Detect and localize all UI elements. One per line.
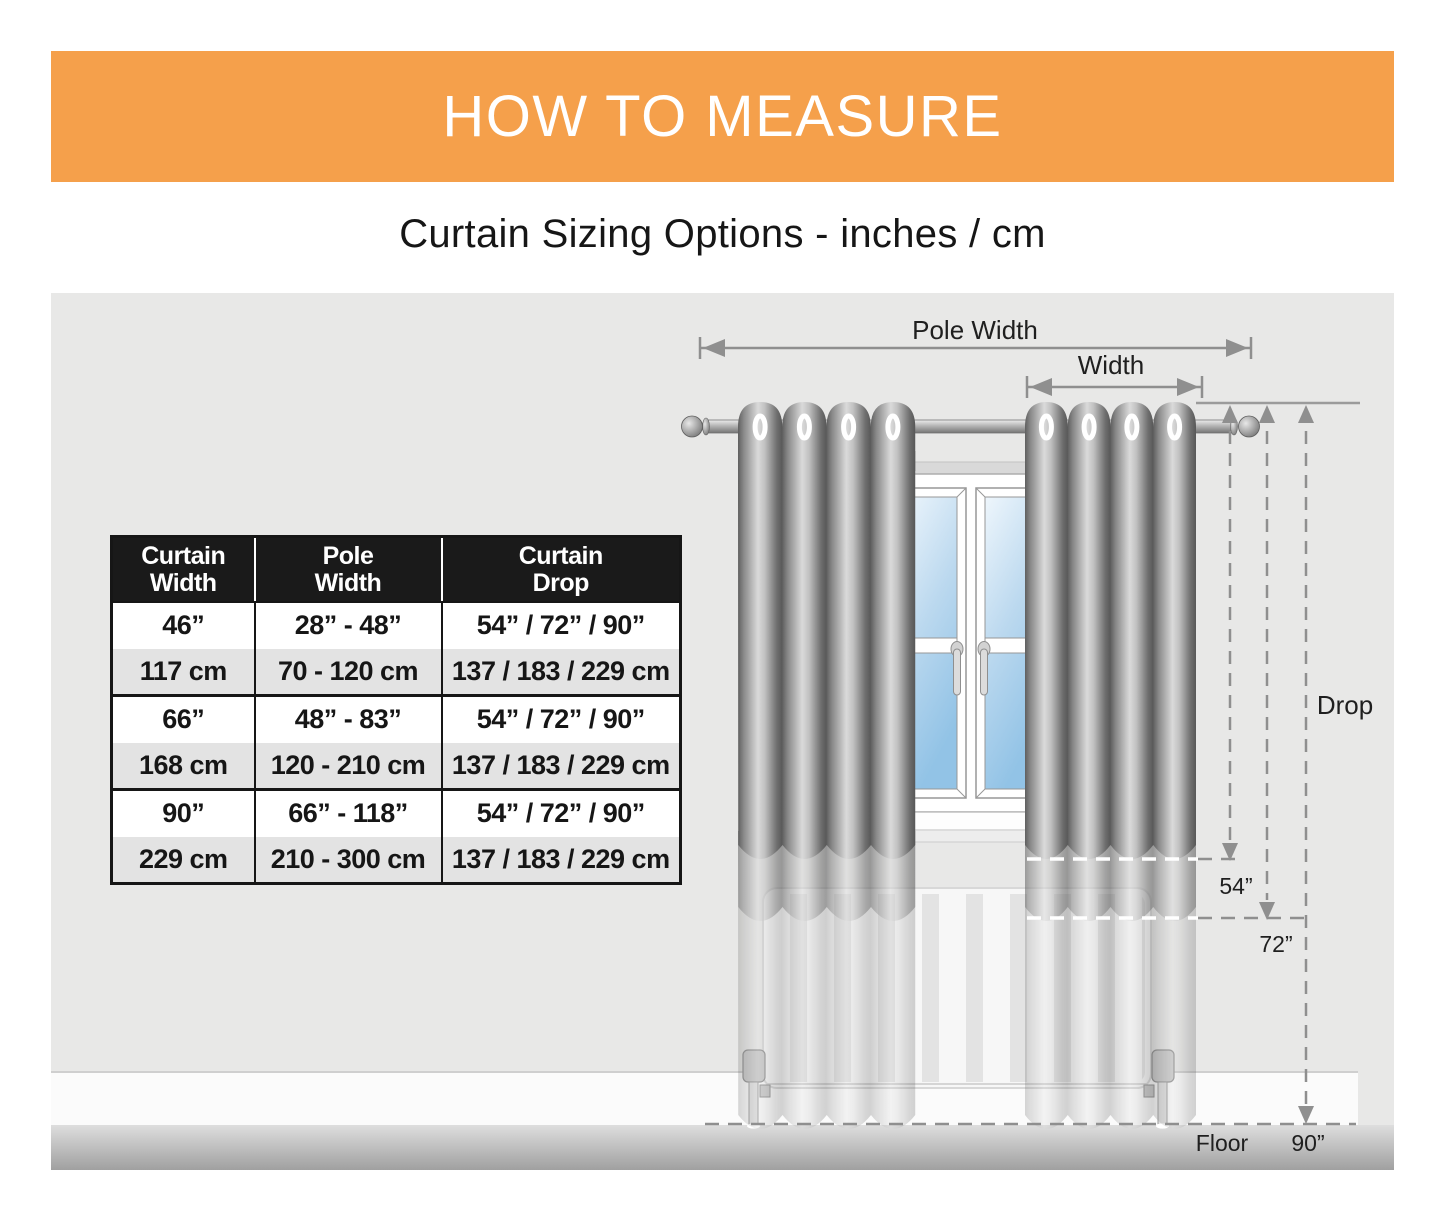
table-cell: 70 - 120 cm — [253, 648, 442, 697]
pole-finial-left — [681, 415, 703, 438]
table-cell: 48” - 83” — [253, 695, 442, 743]
table-cell: 137 / 183 / 229 cm — [440, 648, 681, 697]
right-curtain-header-folds — [1025, 402, 1196, 471]
right-curtain — [1025, 402, 1196, 1129]
curtain-diagram: Pole Width Width — [51, 315, 1394, 1170]
window-handle-left — [950, 641, 964, 696]
table-row: 117 cm 70 - 120 cm 137 / 183 / 229 cm — [111, 648, 681, 697]
eyelets-left — [752, 413, 901, 441]
floor-label: Floor — [1196, 1130, 1249, 1156]
table-cell: 229 cm — [138, 843, 228, 874]
table-row: 90” 66” - 118” 54” / 72” / 90” — [111, 789, 681, 837]
table-cell: 54” / 72” / 90” — [440, 695, 681, 743]
right-curtain-solid — [1025, 451, 1196, 859]
header-curtain-width: Curtain Width — [111, 536, 255, 603]
left-curtain-ghost-72 — [738, 831, 916, 921]
table-cell: 137 / 183 / 229 cm — [440, 836, 681, 884]
left-curtain-header-folds — [738, 402, 916, 471]
pole-finial-cap-left — [702, 417, 710, 436]
window-handle-right — [977, 641, 991, 696]
drop-54-label: 54” — [1219, 873, 1252, 899]
table-cell: 66” — [162, 704, 205, 735]
table-cell: 90” — [162, 798, 205, 829]
drop-lines — [705, 401, 1360, 1126]
drop-label: Drop — [1317, 690, 1373, 720]
table-cell: 28” - 48” — [253, 602, 442, 649]
drop-72-label: 72” — [1259, 931, 1292, 957]
table-cell: 137 / 183 / 229 cm — [440, 742, 681, 791]
table-cell: 54” / 72” / 90” — [440, 602, 681, 649]
measure-scene-panel: Pole Width Width — [51, 293, 1394, 1170]
right-curtain-ghost-72 — [1025, 831, 1196, 921]
title-banner: HOW TO MEASURE — [51, 51, 1394, 182]
floor — [51, 1125, 1394, 1170]
table-row: 46” 28” - 48” 54” / 72” / 90” — [111, 602, 681, 649]
table-row: 229 cm 210 - 300 cm 137 / 183 / 229 cm — [111, 836, 681, 884]
page-title: HOW TO MEASURE — [442, 84, 1003, 149]
drop-90-label: 90” — [1291, 1130, 1324, 1156]
sizing-table: Curtain Width Pole Width Curtain Drop 46” 2… — [110, 535, 682, 885]
width-label: Width — [1078, 350, 1144, 380]
table-header-row: Curtain Width Pole Width Curtain Drop — [111, 536, 681, 603]
eyelets-right — [1038, 413, 1183, 441]
table-cell: 46” — [162, 610, 205, 641]
subtitle: Curtain Sizing Options - inches / cm — [399, 212, 1046, 256]
left-curtain — [738, 402, 916, 1129]
table-cell: 210 - 300 cm — [253, 836, 442, 884]
header-curtain-drop: Curtain Drop — [440, 536, 681, 603]
table-cell: 120 - 210 cm — [253, 742, 442, 791]
table-cell: 66” - 118” — [253, 789, 442, 837]
table-cell: 54” / 72” / 90” — [440, 789, 681, 837]
table-row: 168 cm 120 - 210 cm 137 / 183 / 229 cm — [111, 742, 681, 791]
pole-finial-right — [1238, 415, 1260, 438]
pole-width-arrow — [698, 337, 1253, 359]
table-row: 66” 48” - 83” 54” / 72” / 90” — [111, 695, 681, 743]
width-arrow — [1025, 376, 1204, 398]
pole-width-label: Pole Width — [912, 315, 1038, 345]
left-curtain-solid — [738, 451, 916, 859]
table-cell: 168 cm — [111, 742, 255, 791]
table-cell: 117 cm — [111, 648, 255, 697]
header-pole-width: Pole Width — [253, 536, 442, 603]
